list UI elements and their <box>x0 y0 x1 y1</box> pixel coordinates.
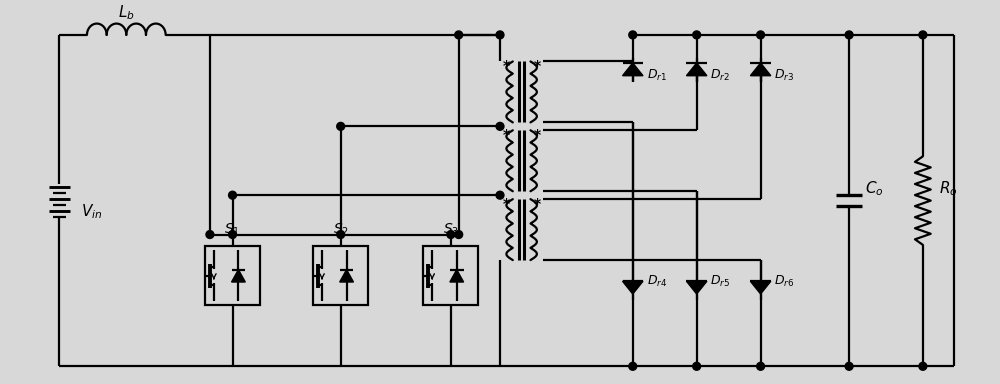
Circle shape <box>629 362 637 370</box>
Text: $L_b$: $L_b$ <box>118 3 135 22</box>
Polygon shape <box>450 270 464 282</box>
Text: $C_o$: $C_o$ <box>865 179 883 198</box>
Circle shape <box>229 230 236 238</box>
Bar <box>205 246 260 305</box>
Text: *: * <box>502 197 509 211</box>
Text: $D_{r1}$: $D_{r1}$ <box>647 68 666 83</box>
Polygon shape <box>232 270 245 282</box>
Circle shape <box>757 31 765 39</box>
Circle shape <box>447 230 455 238</box>
Text: $S_3$: $S_3$ <box>443 222 459 238</box>
Circle shape <box>496 191 504 199</box>
Text: $D_{r6}$: $D_{r6}$ <box>774 274 795 289</box>
Polygon shape <box>686 63 707 76</box>
Circle shape <box>455 230 463 238</box>
Text: $D_{r4}$: $D_{r4}$ <box>647 274 667 289</box>
Circle shape <box>919 362 927 370</box>
Text: $S_2$: $S_2$ <box>333 222 349 238</box>
Text: $D_{r5}$: $D_{r5}$ <box>710 274 730 289</box>
Circle shape <box>496 31 504 39</box>
Circle shape <box>229 191 236 199</box>
Circle shape <box>919 31 927 39</box>
Text: $S_1$: $S_1$ <box>224 222 241 238</box>
Polygon shape <box>340 270 353 282</box>
Text: $V_{in}$: $V_{in}$ <box>81 202 102 221</box>
Circle shape <box>845 31 853 39</box>
Polygon shape <box>623 281 643 294</box>
Text: $D_{r3}$: $D_{r3}$ <box>774 68 794 83</box>
Circle shape <box>337 122 345 130</box>
Polygon shape <box>686 281 707 294</box>
Circle shape <box>337 230 345 238</box>
Text: *: * <box>534 60 541 73</box>
Polygon shape <box>623 63 643 76</box>
Circle shape <box>206 230 214 238</box>
Circle shape <box>496 122 504 130</box>
Circle shape <box>693 362 701 370</box>
Text: $D_{r2}$: $D_{r2}$ <box>710 68 730 83</box>
Polygon shape <box>750 281 771 294</box>
Polygon shape <box>750 63 771 76</box>
Bar <box>423 246 478 305</box>
Text: *: * <box>502 128 509 142</box>
Circle shape <box>693 31 701 39</box>
Text: *: * <box>534 128 541 142</box>
Circle shape <box>757 362 765 370</box>
Circle shape <box>455 31 463 39</box>
Text: *: * <box>502 60 509 73</box>
Text: *: * <box>534 197 541 211</box>
Bar <box>313 246 368 305</box>
Circle shape <box>629 31 637 39</box>
Circle shape <box>845 362 853 370</box>
Text: $R_o$: $R_o$ <box>939 179 957 198</box>
